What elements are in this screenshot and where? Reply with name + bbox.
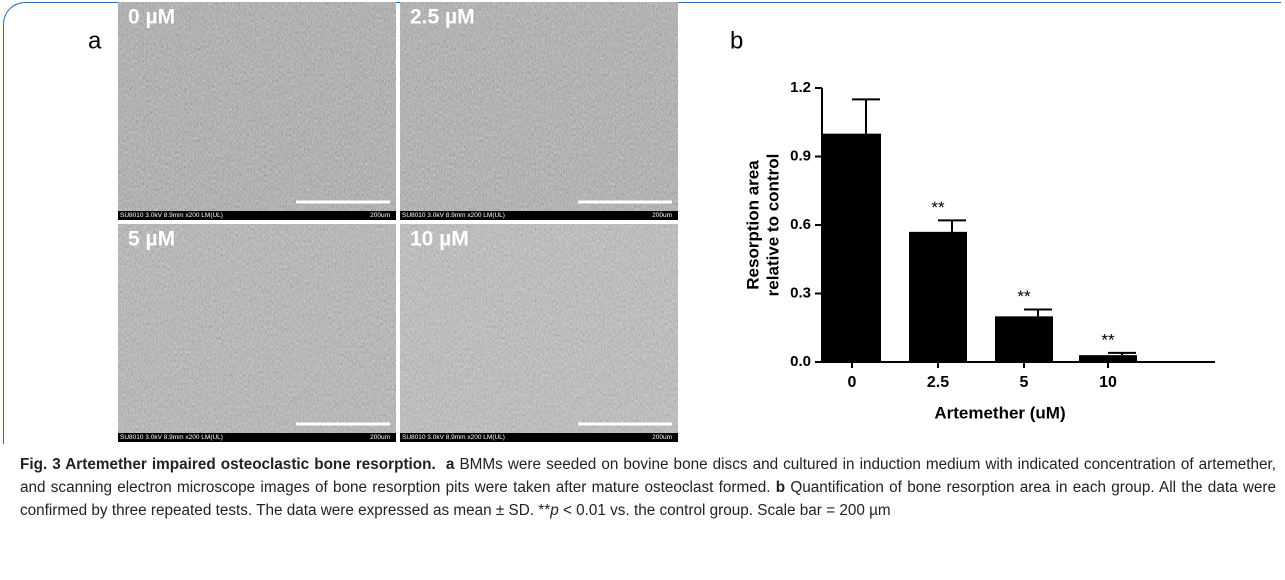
caption: Fig. 3 Artemether impaired osteoclastic … bbox=[20, 453, 1276, 522]
info-text: SU8010 3.0kV 8.9mm x200 LM(UL) bbox=[120, 434, 223, 441]
caption-text: BMMs were seeded on bovine bone discs an… bbox=[20, 456, 1277, 496]
info-strip bbox=[400, 433, 678, 442]
scale-text: 200um bbox=[652, 434, 672, 441]
significance-label: ** bbox=[1017, 287, 1031, 306]
y-axis-label: Resorption area bbox=[743, 160, 762, 290]
bar bbox=[909, 231, 967, 362]
image-label: 5 µM bbox=[128, 228, 175, 251]
y-tick-label: 0.6 bbox=[790, 216, 811, 233]
scale-text: 200um bbox=[370, 434, 390, 441]
panel-label: b bbox=[730, 27, 743, 54]
figure: a b SU8010 3.0kV 8.9mm x200 LM(UL) 200um 0… bbox=[88, 2, 1215, 442]
sem-image bbox=[118, 2, 396, 220]
x-axis-label: Artemether (uM) bbox=[934, 403, 1065, 422]
x-tick-label: 0 bbox=[848, 374, 857, 391]
image-label: 10 µM bbox=[410, 228, 469, 251]
y-axis-label: relative to control bbox=[763, 154, 782, 297]
info-text: SU8010 3.0kV 8.9mm x200 LM(UL) bbox=[402, 212, 505, 219]
sem-image bbox=[400, 224, 678, 442]
info-text: SU8010 3.0kV 8.9mm x200 LM(UL) bbox=[402, 434, 505, 441]
y-tick-label: 0.3 bbox=[790, 284, 811, 301]
caption-label: b bbox=[775, 479, 786, 496]
sem-image bbox=[400, 2, 678, 220]
panel-label: a bbox=[88, 27, 102, 54]
significance-label: ** bbox=[1101, 330, 1115, 349]
scale-text: 200um bbox=[370, 212, 390, 219]
bar bbox=[995, 316, 1053, 362]
caption-note: ** bbox=[538, 502, 551, 519]
y-tick-label: 0.9 bbox=[790, 147, 811, 164]
x-tick-label: 10 bbox=[1099, 374, 1117, 391]
info-text: SU8010 3.0kV 8.9mm x200 LM(UL) bbox=[120, 212, 223, 219]
significance-label: ** bbox=[931, 198, 945, 217]
info-strip bbox=[400, 211, 678, 220]
info-strip bbox=[118, 211, 396, 220]
image-label: 2.5 µM bbox=[410, 6, 475, 29]
bar bbox=[823, 133, 881, 362]
caption-label: a bbox=[445, 456, 455, 473]
caption-title: Fig. 3 Artemether impaired osteoclastic … bbox=[20, 456, 436, 473]
x-tick-label: 5 bbox=[1020, 374, 1029, 391]
caption-text: Quantification of bone resorption area i… bbox=[20, 479, 1276, 519]
caption-note: p bbox=[550, 502, 559, 519]
caption-note: < 0.01 vs. the control group. Scale bar … bbox=[562, 502, 891, 519]
scale-text: 200um bbox=[652, 212, 672, 219]
y-tick-label: 0.0 bbox=[790, 353, 811, 370]
image-label: 0 µM bbox=[128, 6, 175, 29]
info-strip bbox=[118, 433, 396, 442]
bar bbox=[1079, 355, 1137, 362]
sem-image bbox=[118, 224, 396, 442]
y-tick-label: 1.2 bbox=[790, 79, 811, 96]
x-tick-label: 2.5 bbox=[927, 374, 949, 391]
